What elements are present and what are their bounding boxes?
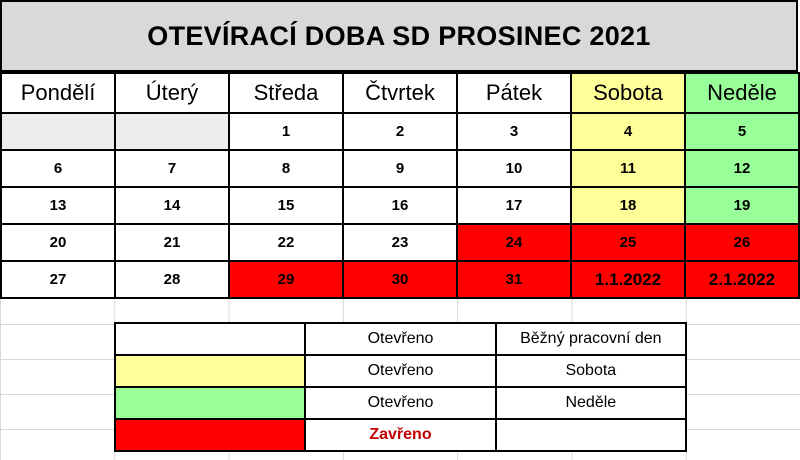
legend-state-label: Otevřeno <box>304 322 497 356</box>
calendar-cell-empty <box>114 112 230 151</box>
calendar-day-cell: 31 <box>456 260 572 299</box>
calendar-cell-empty <box>0 112 116 151</box>
header-tuesday: Úterý <box>114 72 230 114</box>
legend-description <box>494 418 688 452</box>
calendar-day-cell: 8 <box>228 149 344 188</box>
calendar-day-cell: 7 <box>114 149 230 188</box>
calendar-day-cell: 1 <box>228 112 344 151</box>
week-row: 20 21 22 23 24 25 26 <box>0 223 800 262</box>
header-sunday: Neděle <box>684 72 800 114</box>
legend-row: Otevřeno Sobota <box>113 354 688 388</box>
calendar-day-cell: 12 <box>684 149 800 188</box>
legend-row: Otevřeno Běžný pracovní den <box>113 322 688 356</box>
legend-table: Otevřeno Běžný pracovní den Otevřeno Sobota… <box>113 322 688 452</box>
calendar-day-cell: 29 <box>228 260 344 299</box>
calendar-day-cell: 2.1.2022 <box>684 260 800 299</box>
calendar-day-cell: 1.1.2022 <box>570 260 686 299</box>
calendar-day-cell: 10 <box>456 149 572 188</box>
calendar-day-cell: 14 <box>114 186 230 225</box>
calendar-day-cell: 26 <box>684 223 800 262</box>
calendar-day-cell: 11 <box>570 149 686 188</box>
calendar-day-cell: 27 <box>0 260 116 299</box>
calendar-day-cell: 2 <box>342 112 458 151</box>
calendar-day-cell: 9 <box>342 149 458 188</box>
calendar-day-cell: 22 <box>228 223 344 262</box>
calendar-day-cell: 15 <box>228 186 344 225</box>
calendar-day-cell: 3 <box>456 112 572 151</box>
calendar-day-cell: 21 <box>114 223 230 262</box>
page-title: OTEVÍRACÍ DOBA SD PROSINEC 2021 <box>0 0 798 72</box>
header-friday: Pátek <box>456 72 572 114</box>
legend-color-swatch <box>113 354 307 388</box>
calendar-day-cell: 18 <box>570 186 686 225</box>
calendar-day-cell: 4 <box>570 112 686 151</box>
calendar-day-cell: 30 <box>342 260 458 299</box>
week-row: 13 14 15 16 17 18 19 <box>0 186 800 225</box>
legend-state-label: Otevřeno <box>304 354 497 388</box>
legend-row: Zavřeno <box>113 418 688 452</box>
week-row: 27 28 29 30 31 1.1.2022 2.1.2022 <box>0 260 800 299</box>
calendar-day-cell: 6 <box>0 149 116 188</box>
header-thursday: Čtvrtek <box>342 72 458 114</box>
header-saturday: Sobota <box>570 72 686 114</box>
header-monday: Pondělí <box>0 72 116 114</box>
calendar-day-cell: 5 <box>684 112 800 151</box>
calendar-day-cell: 13 <box>0 186 116 225</box>
legend-color-swatch <box>113 418 307 452</box>
calendar-day-cell: 19 <box>684 186 800 225</box>
legend-state-label: Zavřeno <box>304 418 497 452</box>
legend-description: Sobota <box>494 354 688 388</box>
legend-description: Běžný pracovní den <box>494 322 688 356</box>
calendar-day-cell: 25 <box>570 223 686 262</box>
header-wednesday: Středa <box>228 72 344 114</box>
legend-description: Neděle <box>494 386 688 420</box>
legend-state-label: Otevřeno <box>304 386 497 420</box>
calendar-day-cell: 16 <box>342 186 458 225</box>
calendar-day-cell: 17 <box>456 186 572 225</box>
legend-color-swatch <box>113 386 307 420</box>
legend-color-swatch <box>113 322 307 356</box>
weekday-header-row: Pondělí Úterý Středa Čtvrtek Pátek Sobot… <box>0 72 800 114</box>
calendar-day-cell: 24 <box>456 223 572 262</box>
calendar-day-cell: 28 <box>114 260 230 299</box>
calendar-table: Pondělí Úterý Středa Čtvrtek Pátek Sobot… <box>0 72 800 299</box>
calendar-day-cell: 20 <box>0 223 116 262</box>
calendar-day-cell: 23 <box>342 223 458 262</box>
week-row: 6 7 8 9 10 11 12 <box>0 149 800 188</box>
legend-row: Otevřeno Neděle <box>113 386 688 420</box>
